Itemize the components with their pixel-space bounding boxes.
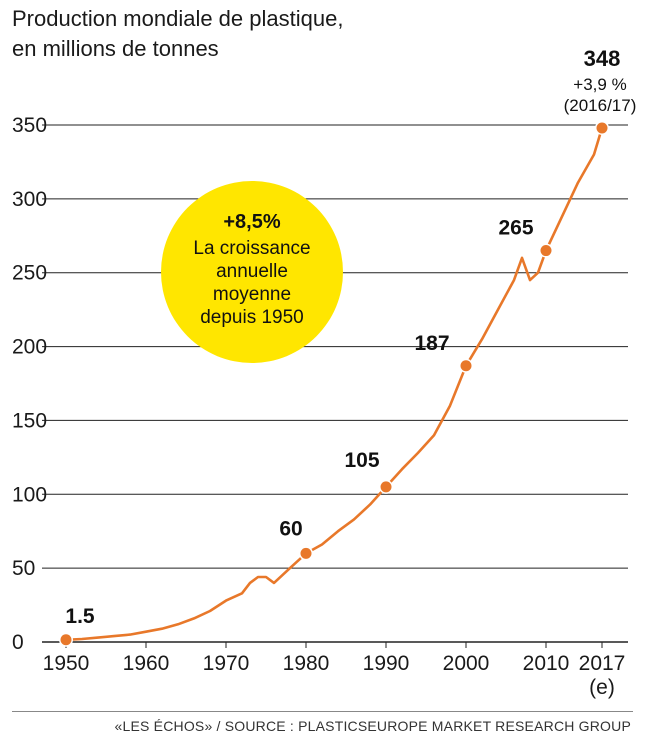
annotation-0: +3,9 % [573, 75, 626, 94]
data-point-1980 [300, 547, 312, 559]
x-tick-label: 1980 [283, 652, 330, 675]
data-point-1950 [60, 634, 72, 646]
chart-title: Production mondiale de plastique, en mil… [12, 4, 343, 64]
annotation-1: (2016/17) [564, 96, 637, 115]
y-tick-label: 350 [12, 114, 47, 137]
x-tick-label: 2010 [523, 652, 570, 675]
data-label-2010: 265 [498, 217, 533, 240]
y-tick-label: 50 [12, 557, 35, 580]
data-label-2017: 348 [584, 46, 621, 71]
labels-layer: 1.5 60 105 187 265 348 +3,9 % (2016/17) [65, 46, 636, 628]
bubble-line: depuis 1950 [200, 307, 304, 328]
data-point-1990 [380, 481, 392, 493]
y-tick-label: 300 [12, 188, 47, 211]
bubble-line: annuelle [216, 261, 288, 282]
grid-layer: 0 50 100 150 200 250 300 350 1950 1960 1970 1980 199… [12, 114, 628, 699]
data-label-1980: 60 [279, 517, 302, 540]
data-label-2000: 187 [414, 332, 449, 355]
y-tick-label: 0 [12, 631, 24, 654]
x-tick-sublabel: (e) [589, 676, 615, 699]
data-point-2010 [540, 245, 552, 257]
points-layer [59, 120, 609, 647]
bubble-highlight: +8,5% [223, 211, 280, 233]
data-point-2017 [596, 122, 608, 134]
x-tick-label: 2000 [443, 652, 490, 675]
data-label-1990: 105 [344, 449, 379, 472]
x-tick-label: 1950 [43, 652, 90, 675]
bubble-line: La croissance [193, 238, 310, 259]
series-layer [64, 126, 604, 642]
source-divider [12, 711, 633, 712]
title-line-2: en millions de tonnes [12, 36, 219, 61]
x-tick-label: 2017 [579, 652, 626, 675]
production-line [64, 126, 604, 642]
bubble-line: moyenne [213, 284, 291, 305]
x-tick-label: 1960 [123, 652, 170, 675]
source-credit: «LES ÉCHOS» / SOURCE : PLASTICSEUROPE MA… [114, 718, 631, 734]
y-tick-label: 200 [12, 336, 47, 359]
x-tick-label: 1970 [203, 652, 250, 675]
x-tick-label: 1990 [363, 652, 410, 675]
y-tick-label: 250 [12, 262, 47, 285]
title-line-1: Production mondiale de plastique, [12, 6, 344, 31]
data-label-1950: 1.5 [65, 605, 95, 628]
data-point-2000 [460, 360, 472, 372]
bubble-circle [161, 181, 343, 363]
y-tick-label: 150 [12, 409, 47, 432]
y-tick-label: 100 [12, 483, 47, 506]
growth-bubble: +8,5% La croissanceannuellemoyennedepuis … [161, 181, 343, 363]
